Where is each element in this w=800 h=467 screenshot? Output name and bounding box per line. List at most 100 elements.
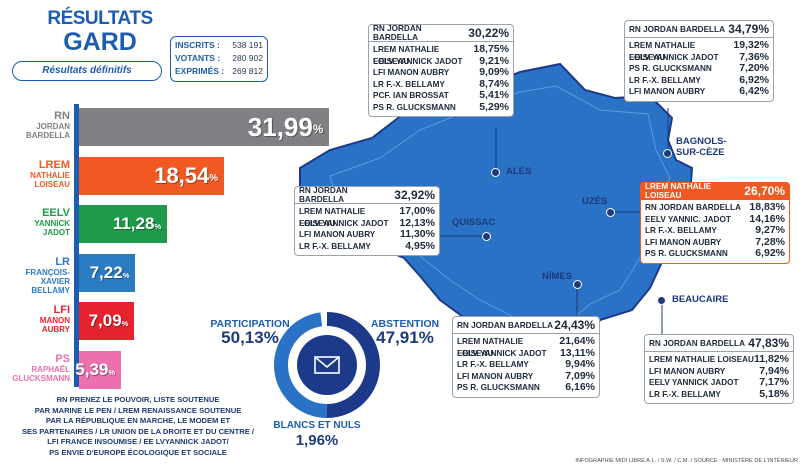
result-box-bagnols: RN JORDAN BARDELLA 34,79% LREM NATHALIE LO… (624, 20, 774, 102)
leader-name: RN JORDAN BARDELLA (629, 24, 725, 34)
candidate-value: 18,83% (749, 201, 785, 213)
candidate-name: PS R. GLUCKSMANN (457, 383, 540, 392)
bar-name-lrem: LREM NATHALIE LOISEAU (30, 158, 70, 189)
blancs-value: 1,96% (295, 432, 339, 449)
result-row: PS R. GLUCKSMANN 6,92% (641, 247, 789, 260)
candidate-value: 7,94% (759, 364, 789, 377)
result-row: LFI MANON AUBRY 11,30% (295, 228, 439, 241)
candidate-value: 8,74% (479, 77, 509, 90)
result-row: LREM NATHALIE LOISEAU 17,00% (295, 205, 439, 228)
result-row: LR F.-X. BELLAMY 9,94% (453, 358, 599, 371)
candidate-name: LR F.-X. BELLAMY (299, 241, 371, 251)
title-line-1: RÉSULTATS (47, 8, 153, 29)
candidate-name: LFI MANON AUBRY (649, 366, 726, 376)
credit: INFOGRAPHIE MIDI LIBRE A.L. / S.W. / C.M… (575, 458, 798, 464)
result-row: EELV YANNICK JADOT 9,21% (369, 54, 513, 68)
candidate-value: 9,09% (479, 66, 509, 78)
result-row: LREM NATHALIE LOISEAU 21,64% (453, 335, 599, 357)
ales-dot (491, 168, 500, 177)
votants-value: 280 902 (232, 53, 263, 63)
result-row: EELV YANNIC. JADOT 14,16% (641, 213, 789, 226)
city-beaucaire: BEAUCAIRE (672, 294, 729, 305)
leader-name: RN JORDAN BARDELLA (299, 186, 348, 204)
candidate-name: LREM NATHALIE LOISEAU (299, 207, 366, 228)
bar-lr: 7,22% (79, 253, 136, 292)
candidate-value: 9,27% (755, 224, 785, 236)
title-line-2: GARD (63, 28, 137, 56)
result-row: PS R. GLUCKSMANN 7,20% (625, 62, 773, 75)
candidate-value: 7,09% (565, 369, 595, 382)
result-row: LREM NATHALIE LOISEAU 18,75% (369, 43, 513, 66)
bar-name-lr: LR FRANÇOIS-XAVIER BELLAMY (25, 255, 70, 295)
ballot-envelope-icon (314, 356, 340, 374)
result-box-header: LREM NATHALIE LOISEAU 26,70% (641, 182, 789, 200)
candidate-name: LR F.-X. BELLAMY (629, 75, 701, 85)
leader-value: 24,43% (554, 318, 595, 332)
bar-value-lrem: 18,54% (154, 162, 219, 188)
city-uzes: UZÈS (582, 196, 608, 207)
candidate-value: 4,95% (405, 239, 435, 252)
abstention-label: ABSTENTION (370, 318, 440, 330)
result-row: LREM NATHALIE LOISEAU 11,82% (645, 353, 793, 366)
result-box-header: RN JORDAN BARDELLA 34,79% (625, 21, 773, 38)
city-nimes: NÎMES (542, 271, 573, 282)
quissac-dot (482, 232, 491, 241)
legend-line: SES PARTENAIRES / LR UNION DE LA DROITE … (21, 426, 255, 436)
stats-box: INSCRITS : 538 191 VOTANTS : 280 902 EXPRI… (170, 36, 268, 82)
candidate-value: 7,36% (739, 50, 769, 63)
candidate-name: EELV YANNICK JADOT (299, 218, 389, 228)
city-quissac: QUISSAC (452, 217, 496, 228)
candidate-name: LREM NATHALIE LOISEAU (373, 45, 440, 66)
leader-name: RN JORDAN BARDELLA (373, 24, 422, 42)
leader-name: RN JORDAN BARDELLA (457, 320, 553, 330)
leader-value: 30,22% (468, 26, 509, 40)
leader-value: 32,92% (394, 188, 435, 202)
exprimes-label: EXPRIMÉS : (175, 66, 225, 76)
axis-bar (74, 104, 79, 387)
candidate-value: 5,41% (479, 89, 509, 101)
bar-value-ps: 5,39% (75, 359, 116, 379)
candidate-name: EELV YANNICK JADOT (457, 348, 547, 358)
candidate-value: 13,11% (559, 346, 595, 359)
bar-lrem: 18,54% (79, 156, 225, 195)
candidate-name: PCF. IAN BROSSAT (373, 91, 449, 100)
result-row: EELV YANNICK JADOT 7,17% (645, 376, 793, 389)
candidate-value: 6,92% (755, 247, 785, 259)
candidate-value: 9,21% (479, 54, 509, 67)
bar-lfi: 7,09% (79, 302, 135, 340)
candidate-value: 9,94% (565, 358, 595, 370)
bar-value-lfi: 7,09% (88, 311, 129, 330)
uzes-dot (606, 208, 615, 217)
legend-line: PAR MARINE LE PEN / LREM RENAISSANCE SOU… (34, 405, 242, 415)
candidate-value: 18,75% (473, 43, 509, 55)
candidate-name: LR F.-X. BELLAMY (649, 389, 721, 399)
result-row: LFI MANON AUBRY 7,94% (645, 364, 793, 378)
city-ales: ALÈS (506, 166, 532, 177)
candidate-value: 21,64% (559, 335, 595, 347)
candidate-name: PS R. GLUCKSMANN (629, 64, 712, 73)
bar-eelv: 11,28% (79, 205, 168, 243)
donut-center (297, 335, 357, 395)
bar-value-lr: 7,22% (89, 262, 130, 282)
candidate-name: PS R. GLUCKSMANN (373, 102, 456, 112)
bar-name-rn: RN JORDAN BARDELLA (26, 110, 70, 140)
inscrits-label: INSCRITS : (175, 40, 220, 50)
candidate-name: LR F.-X. BELLAMY (457, 360, 529, 369)
bar-name-lfi: LFI MANON AUBRY (39, 304, 70, 334)
candidate-name: LR F.-X. BELLAMY (645, 226, 717, 235)
inscrits-value: 538 191 (232, 40, 263, 50)
candidate-value: 19,32% (733, 39, 769, 51)
candidate-value: 7,20% (739, 62, 769, 74)
legend-line: LFI FRANCE INSOUMISE / EE LVYANNICK JADO… (47, 437, 229, 446)
result-row: PCF. IAN BROSSAT 5,41% (369, 89, 513, 102)
bar-rn: 31,99% (79, 108, 330, 146)
result-row: LR F.-X. BELLAMY 9,27% (641, 224, 789, 237)
bagnols-dot (663, 149, 672, 158)
bar-value-eelv: 11,28% (112, 214, 162, 233)
leader-name: RN JORDAN BARDELLA (649, 338, 745, 348)
result-box-uzes: LREM NATHALIE LOISEAU 26,70% RN JORDAN BAR… (640, 182, 790, 264)
leader-value: 26,70% (744, 184, 785, 198)
beaucaire-dot (657, 296, 666, 305)
participation-donut (274, 312, 381, 418)
candidate-name: LFI MANON AUBRY (373, 68, 450, 77)
